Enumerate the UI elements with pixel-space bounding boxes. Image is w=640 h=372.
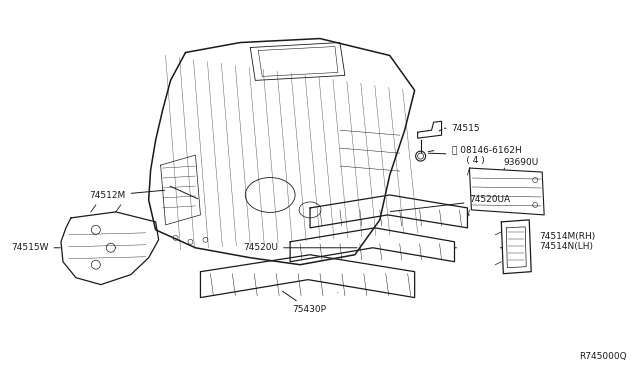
Text: 74520U: 74520U — [243, 243, 357, 252]
Text: 93690U: 93690U — [503, 158, 539, 167]
Text: 74514M(RH)
74514N(LH): 74514M(RH) 74514N(LH) — [539, 232, 595, 251]
Text: 75430P: 75430P — [282, 291, 326, 314]
Text: 74520UA: 74520UA — [390, 195, 511, 212]
Text: R745000Q: R745000Q — [579, 352, 627, 361]
Text: 74515: 74515 — [444, 124, 480, 133]
Text: Ⓐ 08146-6162H
     ( 4 ): Ⓐ 08146-6162H ( 4 ) — [428, 145, 521, 165]
Text: 74512M: 74512M — [90, 190, 165, 200]
Text: 74515W: 74515W — [11, 243, 60, 252]
